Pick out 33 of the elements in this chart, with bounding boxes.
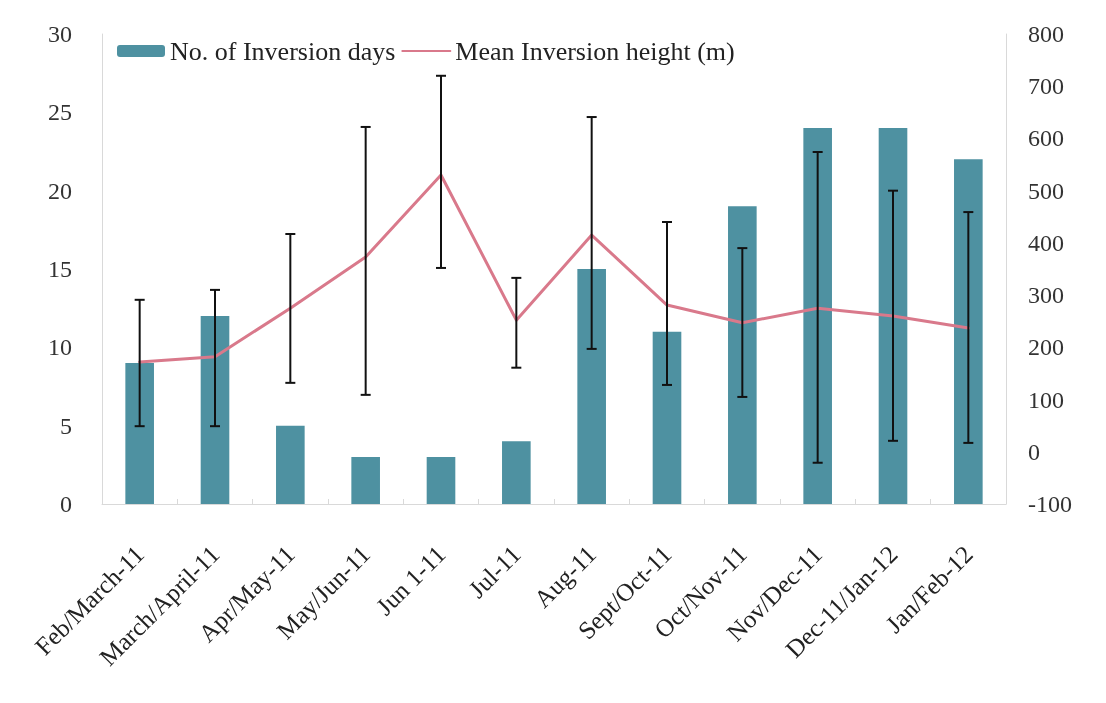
y2-tick-label: 700	[1028, 73, 1064, 100]
bar	[276, 425, 305, 504]
y2-tick-label: 200	[1028, 334, 1064, 361]
y-tick-label: 30	[48, 21, 72, 47]
bar	[200, 316, 230, 504]
x-tick-label: Jun 1-11	[370, 540, 451, 621]
y-tick-label: 15	[48, 256, 72, 282]
y-tick-label: 10	[48, 334, 72, 361]
bar	[426, 457, 456, 504]
y2-tick-label: 400	[1028, 229, 1064, 256]
y2-tick-label: 600	[1028, 125, 1064, 152]
bar	[652, 331, 682, 504]
bar	[954, 159, 983, 504]
legend-label: No. of Inversion days	[170, 36, 396, 66]
y2-tick-label: 800	[1028, 21, 1064, 47]
y2-tick-label: 300	[1028, 282, 1064, 309]
y2-tick-label: 500	[1028, 177, 1064, 204]
bar	[125, 363, 154, 504]
y2-tick-label: 100	[1028, 386, 1064, 413]
bar	[351, 457, 380, 504]
bar	[502, 441, 531, 504]
bar	[878, 128, 908, 504]
legend-label: Mean Inversion height (m)	[455, 36, 735, 66]
y-tick-label: 25	[48, 99, 72, 126]
y2-tick-label: 0	[1028, 438, 1040, 465]
y-tick-label: 0	[60, 491, 72, 517]
bar	[803, 128, 832, 504]
bar	[728, 206, 757, 504]
y-tick-label: 20	[48, 177, 72, 204]
y2-tick-label: -100	[1028, 491, 1072, 517]
bar	[577, 269, 606, 504]
line-series	[138, 173, 970, 364]
y-tick-label: 5	[60, 412, 72, 439]
